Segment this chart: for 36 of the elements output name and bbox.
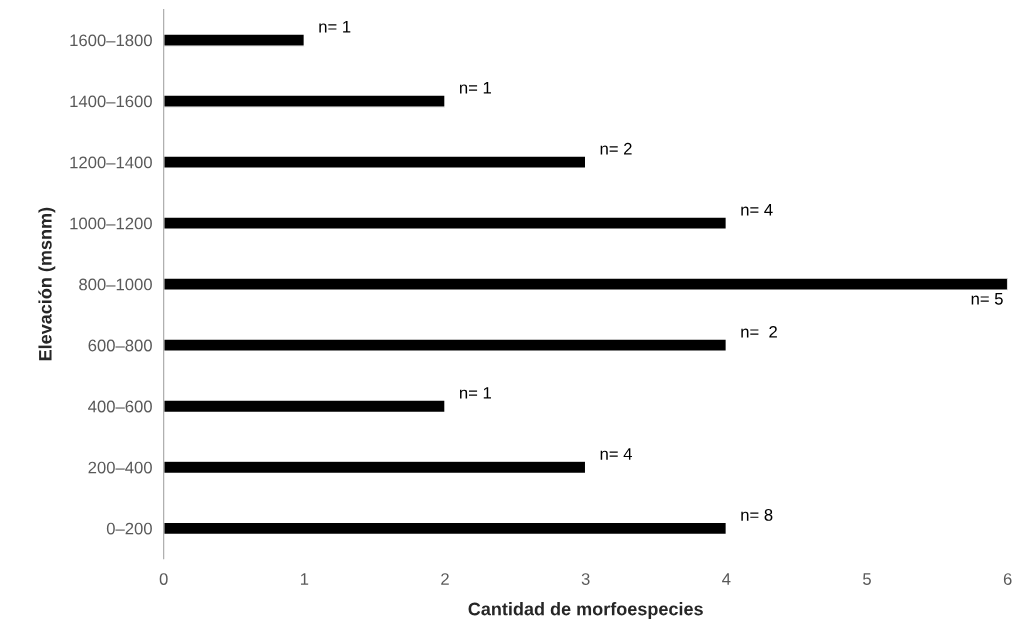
x-tick-label: 0 (159, 573, 168, 585)
x-axis-title: Cantidad de morfoespecies (468, 602, 703, 619)
y-tick-label: 1000–1200 (70, 217, 152, 230)
y-tick-label: 1600–1800 (70, 34, 152, 47)
annotation: n= 8 (741, 509, 773, 521)
x-tick-label: 5 (863, 573, 871, 585)
annotation: n= 1 (460, 81, 491, 94)
annotation: n= 1 (319, 20, 351, 33)
bar (163, 94, 446, 108)
y-tick-label: 1400–1600 (70, 95, 152, 108)
y-tick-label: 200–400 (88, 461, 152, 474)
annotation: n= 4 (600, 448, 632, 460)
annotation: n= 5 (971, 293, 1003, 305)
annotation: n= 1 (460, 387, 491, 399)
y-tick-label: 400–600 (88, 400, 152, 413)
x-tick-label: 2 (441, 573, 449, 585)
bar (163, 216, 728, 230)
bar (163, 521, 728, 536)
bar (163, 460, 587, 475)
x-tick-label: 6 (1003, 573, 1012, 585)
bar (163, 338, 728, 352)
bar (163, 277, 1008, 291)
y-tick-label: 600–800 (88, 339, 152, 352)
x-tick-label: 3 (581, 573, 590, 585)
x-tick-label: 1 (300, 573, 309, 585)
annotation: n= 4 (741, 204, 773, 216)
bar (163, 155, 587, 169)
annotation: n= 2 (600, 142, 632, 155)
bar (163, 399, 446, 414)
y-tick-label: 800–1000 (79, 278, 152, 291)
bar (163, 33, 306, 47)
y-tick-label: 1200–1400 (70, 156, 152, 169)
y-axis-title: Elevación (msnm) (38, 207, 56, 361)
x-tick-label: 4 (722, 573, 731, 585)
y-tick-label: 0–200 (106, 522, 152, 535)
annotation: n= 2 (741, 325, 777, 338)
